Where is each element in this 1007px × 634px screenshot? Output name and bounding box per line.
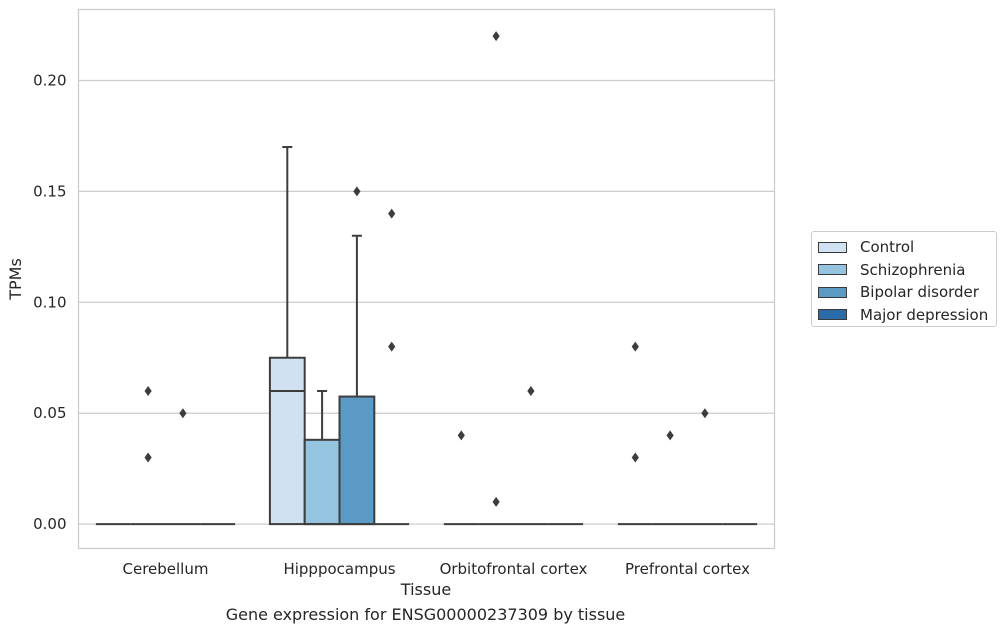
legend-swatch — [818, 241, 847, 253]
outlier-point — [457, 430, 465, 441]
y-tick-label: 0.00 — [33, 515, 66, 533]
grid-lines — [78, 79, 775, 525]
legend-swatch — [818, 286, 847, 298]
outlier-point — [388, 341, 396, 352]
outlier-point — [666, 430, 674, 441]
y-tick-label: 0.15 — [33, 182, 66, 200]
x-tick-label: Orbitofrontal cortex — [440, 560, 588, 578]
legend-item: Schizophrenia — [818, 259, 996, 282]
outlier-point — [631, 341, 639, 352]
outlier-point — [492, 31, 500, 42]
outlier-point — [701, 408, 709, 419]
legend-label: Control — [860, 238, 915, 257]
legend: Control Schizophrenia Bipolar disorder Majo… — [811, 231, 997, 327]
box-body — [303, 438, 341, 526]
outlier-point — [144, 386, 152, 397]
legend-item: Major depression — [818, 304, 996, 327]
box-bipolar-disorder — [338, 234, 376, 526]
outlier-point — [631, 452, 639, 463]
x-tick-label: Cerebellum — [123, 560, 209, 578]
outlier-point — [179, 408, 187, 419]
outlier-point — [388, 208, 396, 219]
legend-swatch — [818, 264, 847, 276]
legend-swatch — [818, 309, 847, 321]
plot-frame — [77, 8, 776, 550]
legend-label: Schizophrenia — [860, 260, 966, 279]
boxes — [95, 146, 758, 526]
y-tick-label: 0.05 — [33, 404, 66, 422]
legend-label: Bipolar disorder — [860, 283, 979, 302]
box-schizophrenia — [303, 390, 341, 526]
outliers — [144, 31, 709, 507]
legend-label: Major depression — [860, 305, 989, 324]
y-tick-label: 0.20 — [33, 71, 66, 89]
x-axis-label: Tissue — [400, 580, 451, 599]
box-control — [268, 146, 306, 526]
y-tick-label: 0.10 — [33, 293, 66, 311]
box-body — [338, 395, 376, 526]
y-axis-label: TPMs — [6, 258, 25, 301]
legend-item: Control — [818, 236, 996, 259]
outlier-point — [353, 186, 361, 197]
x-tick-label: Hipppocampus — [283, 560, 395, 578]
chart-footer-label: Gene expression for ENSG00000237309 by t… — [225, 605, 626, 624]
outlier-point — [144, 452, 152, 463]
x-tick-label: Prefrontal cortex — [625, 560, 750, 578]
legend-item: Bipolar disorder — [818, 281, 996, 304]
y-tick-labels: 0.00 0.05 0.10 0.15 0.20 — [33, 71, 66, 533]
outlier-point — [527, 386, 535, 397]
x-tick-labels: Cerebellum Hipppocampus Orbitofrontal cort… — [123, 560, 751, 578]
box-body — [268, 356, 306, 526]
outlier-point — [492, 496, 500, 507]
